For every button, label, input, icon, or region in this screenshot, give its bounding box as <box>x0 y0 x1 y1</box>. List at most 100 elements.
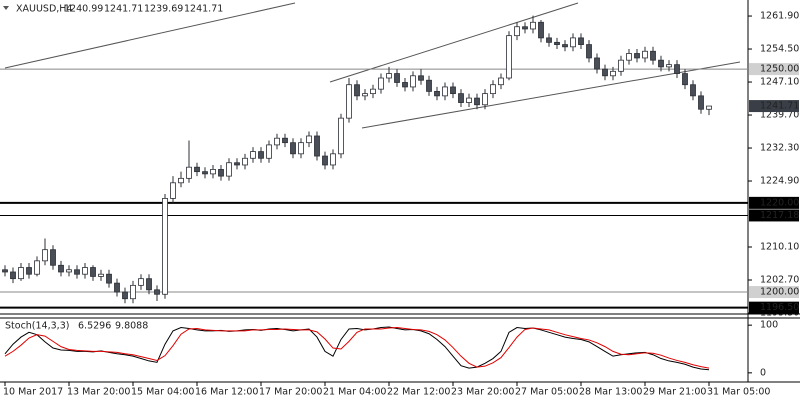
candle-body <box>82 267 88 275</box>
candle-body <box>314 135 320 157</box>
candle-body <box>282 137 288 144</box>
candle-body <box>250 151 256 159</box>
candle-body <box>538 21 544 39</box>
level-label: 1220.00 <box>760 197 799 208</box>
candle-body <box>418 75 424 81</box>
x-tick-label: 17 Mar 20:00 <box>259 387 322 398</box>
ohlc-open: 1240.99 <box>64 4 103 15</box>
x-tick-label: 29 Mar 21:00 <box>643 387 706 398</box>
y-tick-label: 1254.50 <box>760 44 799 55</box>
x-tick-label: 21 Mar 04:00 <box>323 387 386 398</box>
ohlc-high: 1241.71 <box>104 4 143 15</box>
candle-body <box>146 278 152 291</box>
candle-body <box>434 90 440 97</box>
candle-body <box>698 95 704 110</box>
x-tick-label: 31 Mar 05:00 <box>707 387 770 398</box>
candle-body <box>322 155 328 166</box>
candle-body <box>98 273 104 277</box>
candle-body <box>298 142 304 155</box>
candle-body <box>402 82 408 88</box>
candle-body <box>490 84 496 95</box>
candle-body <box>226 162 232 177</box>
chart-title: XAUUSD,H4 <box>16 4 72 15</box>
candle-body <box>466 97 472 103</box>
y-tick-label: 1202.70 <box>760 275 799 286</box>
candle-body <box>18 267 24 280</box>
trend-line <box>4 2 296 69</box>
x-tick-label: 10 Mar 2017 <box>3 387 63 398</box>
candle-body <box>426 79 432 92</box>
candle-body <box>338 117 344 155</box>
level-label-box <box>749 63 799 76</box>
y-tick-label: 1232.30 <box>760 143 799 154</box>
candle-body <box>370 88 376 95</box>
candle-body <box>658 59 664 68</box>
indicator-main: 6.5296 <box>78 321 111 332</box>
candle-body <box>570 37 576 48</box>
candle-body <box>58 264 64 273</box>
candle-body <box>514 26 520 37</box>
y-tick-label: 1239.70 <box>760 110 799 121</box>
x-tick-label: 22 Mar 12:00 <box>387 387 450 398</box>
candle-body <box>122 291 128 300</box>
candle-body <box>306 135 312 144</box>
level-label-box <box>749 196 799 209</box>
candle-body <box>458 93 464 103</box>
x-tick-label: 23 Mar 20:00 <box>451 387 514 398</box>
candle-body <box>530 21 536 30</box>
candle-body <box>178 177 184 184</box>
x-tick-label: 27 Mar 05:00 <box>515 387 578 398</box>
candle-body <box>2 269 8 273</box>
candle-body <box>362 93 368 97</box>
candle-body <box>26 267 32 275</box>
candle-body <box>634 53 640 59</box>
candle-body <box>202 171 208 175</box>
candle-body <box>586 44 592 59</box>
x-tick-label: 15 Mar 04:00 <box>131 387 194 398</box>
collapse-icon <box>3 6 9 10</box>
y-tick-label: 0 <box>760 367 766 378</box>
candle-body <box>258 151 264 159</box>
candle-body <box>242 157 248 166</box>
level-label: 1196.50 <box>760 302 799 313</box>
candle-body <box>674 64 680 74</box>
indicator-line <box>4 326 710 371</box>
ohlc-close: 1241.71 <box>184 4 223 15</box>
y-tick-label: 1247.10 <box>760 77 799 88</box>
candle-body <box>218 169 224 177</box>
candle-body <box>290 142 296 155</box>
candle-body <box>522 26 528 30</box>
candle-body <box>34 260 40 275</box>
candle-body <box>474 97 480 106</box>
candle-body <box>602 68 608 77</box>
candle-body <box>42 249 48 262</box>
candle-body <box>562 44 568 48</box>
candle-body <box>650 50 656 61</box>
y-tick-label: 100 <box>760 320 778 331</box>
candle-body <box>274 137 280 146</box>
candle-body <box>330 153 336 166</box>
candle-body <box>554 41 560 45</box>
candle-body <box>154 289 160 295</box>
last-price-box <box>749 100 799 113</box>
candle-body <box>386 73 392 79</box>
candle-body <box>234 162 240 166</box>
candle-body <box>170 182 176 199</box>
candle-body <box>346 84 352 119</box>
candle-body <box>410 75 416 88</box>
level-label: 1200.00 <box>760 287 799 298</box>
y-tick-label: 1224.90 <box>760 176 799 187</box>
candle-body <box>266 144 272 159</box>
candle-body <box>610 70 616 77</box>
y-tick-label: 1261.90 <box>760 11 799 22</box>
candle-body <box>706 105 712 110</box>
last-price-label: 1241.71 <box>760 101 799 112</box>
candle-body <box>618 59 624 72</box>
candle-body <box>506 35 512 79</box>
candle-body <box>194 166 200 173</box>
candle-body <box>130 284 136 300</box>
candle-body <box>546 37 552 43</box>
candle-body <box>482 93 488 106</box>
candle-body <box>498 77 504 86</box>
